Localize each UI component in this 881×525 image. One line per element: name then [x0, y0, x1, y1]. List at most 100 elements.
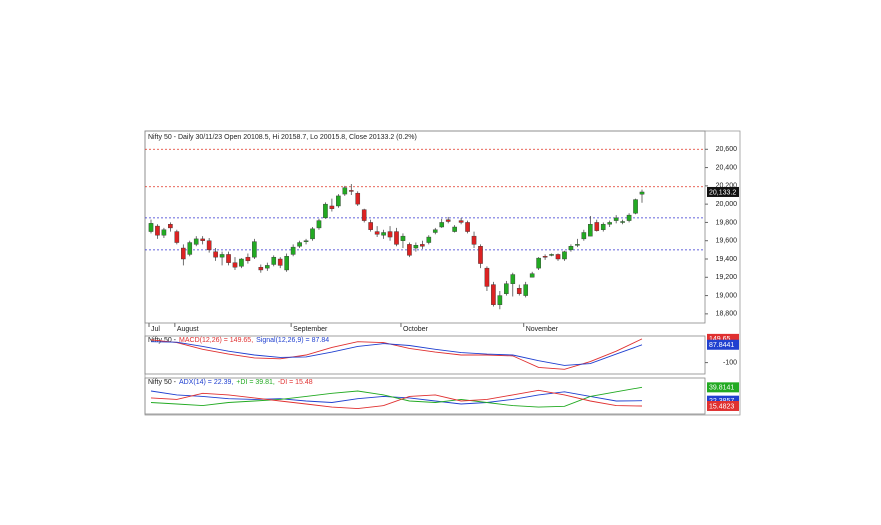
legend-entry: ADX(14) = 22.39,: [179, 379, 233, 386]
price-panel: [144, 130, 706, 324]
y-tick-label: -100: [723, 359, 737, 366]
y-tick-label: 20,000: [716, 201, 738, 208]
value-box-label: 87.8441: [709, 342, 734, 349]
candle-body: [478, 245, 483, 264]
y-tick-label: 19,800: [716, 219, 738, 226]
indicator-line: [150, 386, 643, 408]
candle-body: [613, 217, 619, 221]
value-box-label-box: [707, 339, 739, 350]
y-tick-label: 19,000: [716, 292, 738, 299]
legend-entry: MACD(12,26) = 149.65,: [179, 337, 253, 344]
candle-body: [432, 229, 438, 233]
candle-body: [581, 232, 587, 240]
candle-body: [394, 231, 399, 245]
candle-body: [361, 209, 367, 221]
candle-body: [245, 256, 251, 262]
candle-body: [620, 221, 625, 223]
y-tick-label: 20,400: [716, 164, 738, 171]
candle-body: [213, 251, 218, 258]
candle-body: [504, 283, 509, 294]
candle-body: [284, 256, 289, 271]
candle-body: [174, 231, 180, 243]
candle-body: [536, 257, 541, 269]
candle-body: [458, 220, 464, 223]
legend-entry: +DI = 39.81,: [236, 379, 275, 386]
candle-body: [329, 205, 335, 209]
value-box-label-box: [707, 333, 739, 344]
indicator-line: [150, 341, 643, 366]
candle-body: [226, 254, 231, 263]
candle-body: [297, 242, 302, 247]
candle-body: [549, 254, 554, 256]
candle-body: [407, 244, 412, 256]
value-box-label-box: [707, 400, 739, 411]
candle-body: [426, 236, 432, 243]
candle-body: [181, 247, 186, 260]
candle-body: [239, 258, 244, 267]
candle-body: [316, 220, 322, 229]
chart-frame: [144, 130, 741, 416]
indicator-line: [150, 338, 643, 370]
x-tick-label: Jul: [151, 326, 160, 333]
candle-body: [187, 242, 193, 255]
candle-body: [258, 267, 264, 271]
candle-body: [348, 190, 354, 192]
candle-body: [290, 246, 296, 255]
candle-body: [516, 288, 522, 294]
candle-body: [161, 229, 167, 236]
candle-body: [575, 244, 580, 246]
candle-body: [555, 254, 561, 260]
candle-body: [600, 224, 606, 230]
candle-body: [439, 222, 445, 228]
candle-body: [277, 258, 283, 266]
candle-body: [368, 222, 373, 230]
value-box-label: 149.65: [709, 336, 731, 343]
y-tick-label: 19,400: [716, 256, 738, 263]
x-tick-label: October: [403, 326, 429, 333]
candle-body: [232, 262, 238, 268]
candle-body: [588, 224, 593, 237]
last-price-label-box: [707, 186, 739, 197]
candle-body: [420, 244, 425, 247]
candle-body: [562, 251, 567, 260]
chart-title: Nifty 50 - Daily 30/11/23 Open 20108.5, …: [148, 134, 417, 141]
candle-body: [168, 224, 173, 229]
candle-body: [491, 284, 496, 305]
candle-body: [342, 187, 348, 195]
candle-body: [523, 284, 529, 296]
candle-body: [323, 203, 328, 219]
macd-panel: [144, 335, 706, 375]
candle-body: [303, 240, 309, 242]
value-box-label: 15.4823: [709, 403, 734, 410]
y-tick-label: 20,200: [716, 183, 738, 190]
candle-body: [413, 245, 419, 249]
legend-entry: -DI = 15.48: [278, 379, 313, 386]
indicator-line: [150, 390, 643, 405]
candle-body: [633, 199, 638, 214]
value-box-label-box: [707, 395, 739, 406]
y-tick-label: 19,600: [716, 238, 738, 245]
candle-body: [445, 219, 451, 222]
candle-body: [484, 267, 490, 287]
last-price-label: 20,133.2: [709, 189, 736, 196]
candle-body: [155, 225, 160, 236]
candle-body: [400, 235, 406, 241]
candle-body: [529, 273, 535, 278]
candle-body: [336, 195, 341, 207]
candle-body: [471, 235, 477, 245]
candle-body: [193, 238, 199, 245]
candle-body: [271, 256, 277, 265]
candle-body: [381, 232, 386, 236]
y-tick-label: 20,600: [716, 146, 738, 153]
candle-body: [252, 241, 257, 258]
candle-body: [626, 214, 632, 221]
indicator-line: [150, 389, 643, 410]
value-box-label-box: [707, 382, 739, 393]
y-tick-label: 18,800: [716, 311, 738, 318]
value-box-label: 39.8141: [709, 385, 734, 392]
panel-title: Nifty 50 -: [148, 379, 177, 386]
candle-body: [639, 191, 645, 195]
candle-body: [568, 245, 574, 251]
